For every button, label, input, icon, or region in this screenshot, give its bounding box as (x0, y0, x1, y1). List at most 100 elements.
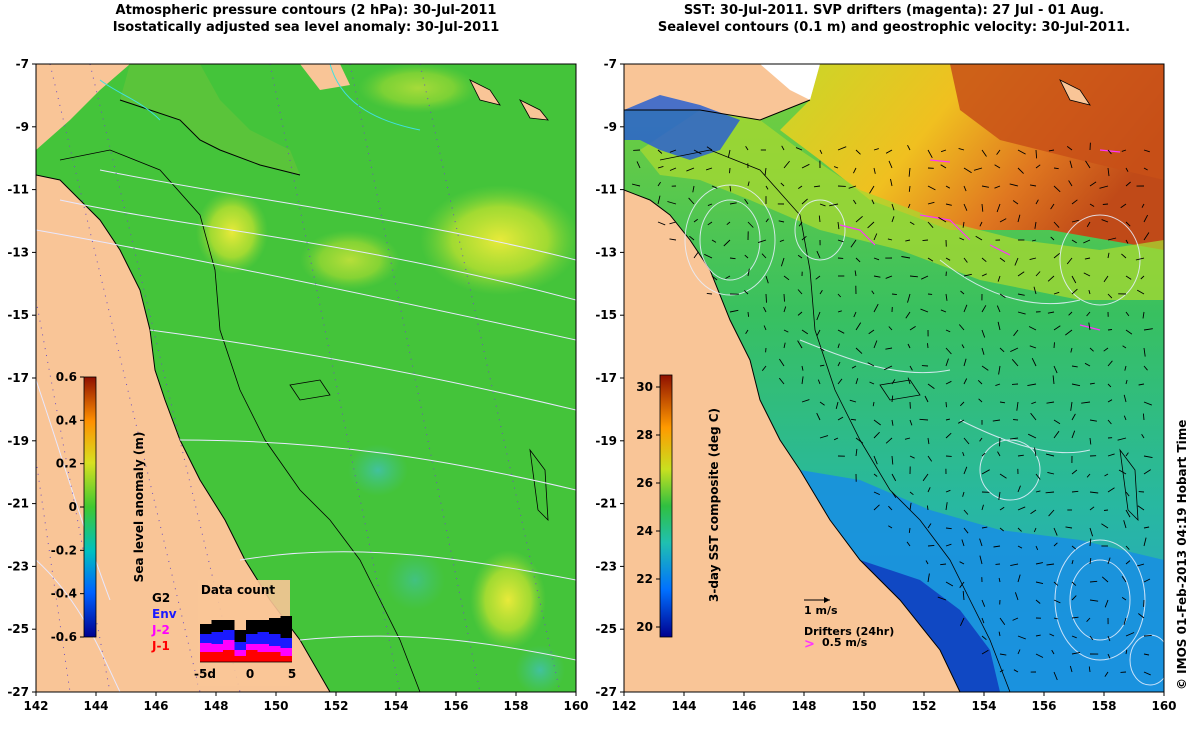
velocity-arrow (1089, 557, 1092, 565)
sla-colorbar-label: Sea level anomaly (m) (132, 432, 146, 583)
velocity-arrow (1125, 181, 1131, 187)
imos-credit: © IMOS 01-Feb-2013 04:19 Hobart Time (1175, 420, 1189, 690)
velocity-arrow (981, 452, 986, 457)
velocity-arrow (1143, 401, 1152, 406)
velocity-arrow (922, 239, 929, 242)
velocity-arrow (873, 504, 880, 511)
velocity-arrow (994, 164, 1001, 169)
velocity-arrow (869, 185, 875, 194)
velocity-arrow (1121, 597, 1127, 601)
data-count-bar (246, 634, 258, 644)
velocity-arrow (959, 581, 965, 588)
sst-colorbar-label: 3-day SST composite (deg C) (707, 408, 721, 602)
velocity-arrow (657, 221, 666, 226)
left_panel-ytick-label: -19 (7, 434, 29, 448)
velocity-arrow (904, 437, 911, 440)
velocity-arrow (1089, 181, 1097, 187)
data-count-legend-entry: J-2 (151, 623, 170, 637)
velocity-arrow (1138, 383, 1145, 386)
velocity-arrow (998, 631, 1001, 637)
velocity-arrow (1142, 413, 1145, 421)
right_panel-ytick-label: -17 (595, 371, 617, 385)
velocity-arrow (689, 235, 695, 241)
velocity-arrow (706, 292, 713, 295)
velocity-arrow (945, 358, 949, 367)
velocity-arrow (999, 218, 1007, 223)
velocity-arrow (867, 221, 875, 229)
velocity-arrow (945, 293, 948, 301)
left_panel-xtick-label: 158 (503, 699, 528, 713)
velocity-arrow (981, 635, 987, 641)
velocity-scale-label: 1 m/s (804, 604, 838, 617)
velocity-arrow (1028, 326, 1037, 331)
velocity-arrow (1035, 562, 1043, 565)
velocity-arrow (963, 437, 970, 445)
right_panel-ytick-label: -11 (595, 183, 617, 197)
velocity-arrow (958, 147, 965, 151)
data-count-bar (280, 616, 292, 638)
left_panel-ytick-label: -11 (7, 183, 29, 197)
data-count-bar (269, 618, 281, 634)
data-count-legend: G2 Env J-2 J-1 (151, 591, 177, 653)
velocity-arrow (1046, 401, 1055, 404)
velocity-arrow (873, 491, 880, 496)
velocity-arrow (1066, 257, 1073, 265)
velocity-arrow (1071, 616, 1079, 619)
velocity-arrow (1051, 649, 1055, 655)
velocity-arrow (835, 401, 839, 410)
velocity-arrow (888, 505, 893, 511)
velocity-arrow (999, 347, 1005, 353)
velocity-arrow (924, 395, 929, 403)
left_panel-ytick-label: -17 (7, 371, 29, 385)
velocity-arrow (1121, 253, 1127, 259)
velocity-arrow (979, 555, 983, 565)
velocity-arrow (747, 181, 750, 187)
velocity-arrow (669, 149, 677, 153)
velocity-arrow (837, 378, 843, 385)
velocity-arrow (998, 365, 1001, 375)
velocity-arrow (945, 401, 947, 408)
velocity-arrow (992, 419, 1001, 422)
velocity-arrow (837, 146, 847, 151)
data-count-bar (280, 638, 292, 648)
velocity-arrow (999, 473, 1007, 479)
velocity-arrow (981, 347, 985, 355)
left_panel-xtick-label: 154 (383, 699, 408, 713)
data-count-title: Data count (201, 583, 276, 597)
velocity-arrow (909, 419, 913, 426)
velocity-arrow (1107, 653, 1111, 659)
velocity-arrow (1081, 401, 1091, 404)
velocity-arrow (867, 362, 875, 367)
velocity-arrow (855, 215, 863, 223)
velocity-arrow (765, 185, 769, 190)
velocity-arrow (978, 398, 983, 403)
right_panel-ytick-label: -25 (595, 622, 617, 636)
velocity-arrow (855, 347, 863, 354)
velocity-arrow (963, 527, 969, 534)
left_panel-xtick-label: 150 (263, 699, 288, 713)
velocity-arrow (1107, 453, 1115, 457)
velocity-arrow (1123, 394, 1127, 403)
right_panel-xtick-label: 146 (731, 699, 756, 713)
velocity-arrow (1121, 149, 1127, 152)
velocity-arrow (1121, 576, 1127, 583)
right_panel-ytick-label: -19 (595, 434, 617, 448)
velocity-arrow (999, 617, 1006, 626)
velocity-arrow (901, 256, 911, 259)
velocity-arrow (1017, 506, 1026, 511)
velocity-arrow (945, 543, 952, 547)
velocity-arrow (743, 290, 749, 295)
velocity-arrow (1137, 505, 1145, 511)
velocity-arrow (833, 437, 839, 441)
velocity-arrow (1083, 239, 1091, 244)
velocity-arrow (1013, 669, 1019, 673)
velocity-arrow (729, 202, 737, 205)
velocity-arrow (1107, 360, 1113, 367)
data-count-legend-entry: G2 (152, 591, 170, 605)
velocity-arrow (927, 221, 934, 229)
data-count-xtick: 5 (288, 667, 296, 681)
velocity-arrow (909, 221, 915, 225)
velocity-arrow (1047, 275, 1055, 282)
velocity-arrow (816, 250, 821, 259)
velocity-arrow (1035, 271, 1041, 277)
